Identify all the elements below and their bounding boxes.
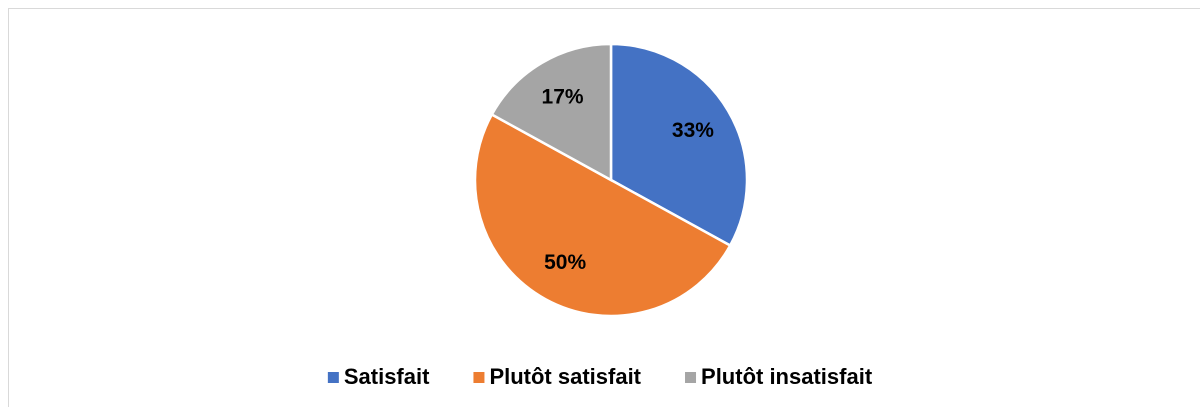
legend-label: Plutôt insatisfait	[701, 364, 873, 389]
pie-slice	[490, 42, 613, 183]
data-label: 50%	[544, 251, 586, 274]
legend-swatch	[327, 372, 339, 383]
data-label: 33%	[672, 119, 714, 142]
legend-label: Satisfait	[344, 364, 430, 389]
data-label: 17%	[542, 86, 584, 109]
legend-label: Plutôt satisfait	[489, 364, 641, 389]
legend-swatch	[685, 372, 697, 383]
legend-swatch	[473, 372, 485, 383]
pie-slice	[609, 42, 749, 248]
pie-slice	[473, 112, 732, 318]
